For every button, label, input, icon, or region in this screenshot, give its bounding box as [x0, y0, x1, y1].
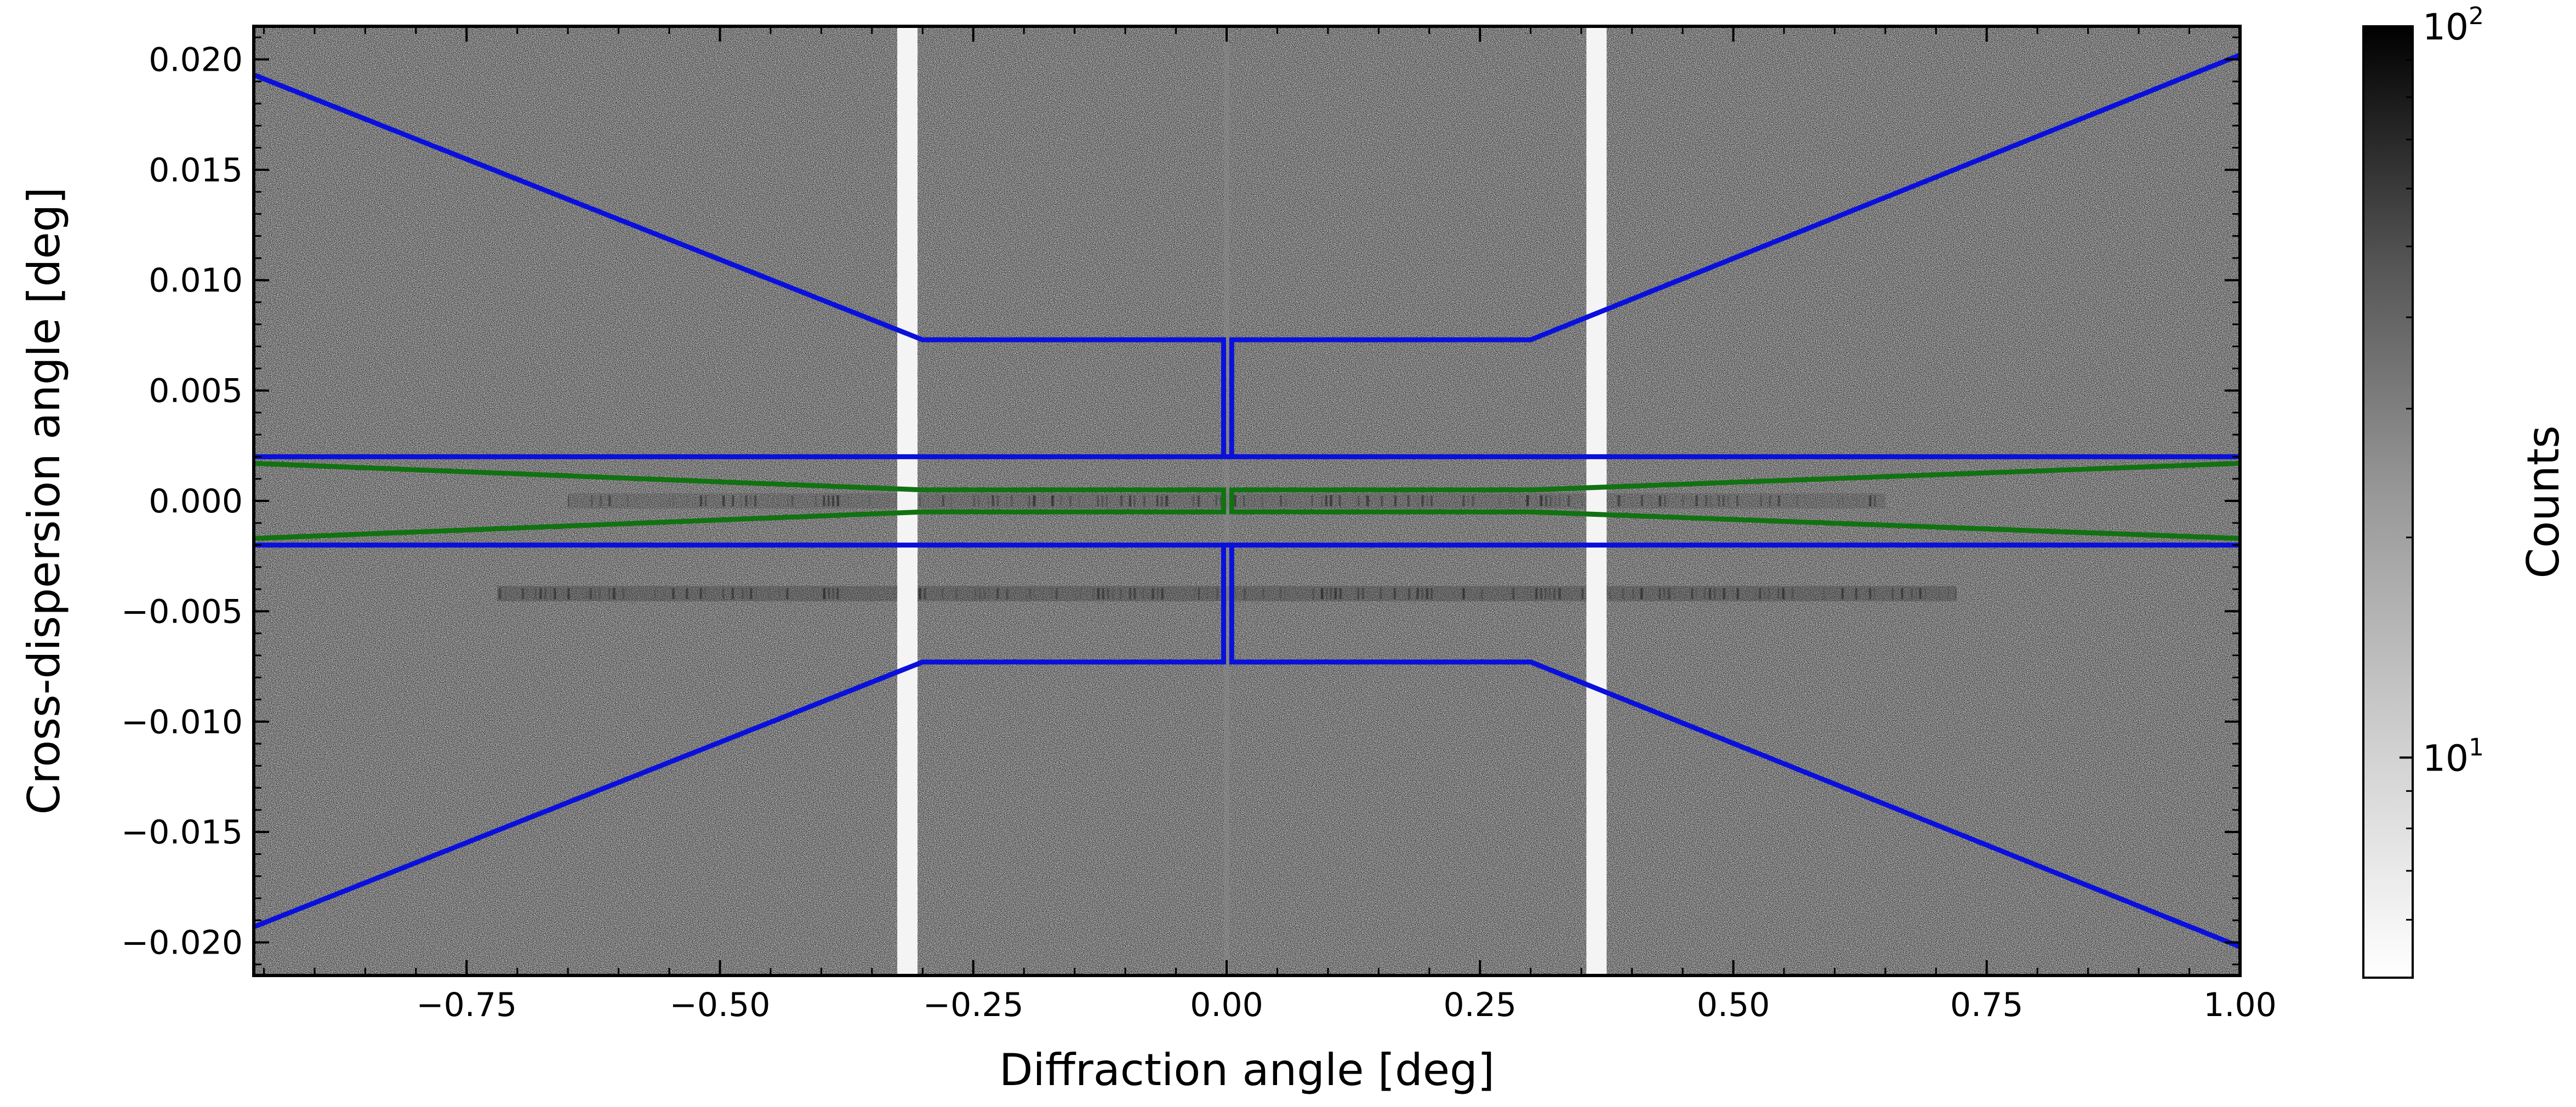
x-axis: −0.75 −0.50 −0.25 0.00 0.25 0.50 0.75 1.00 [416, 26, 2277, 1024]
image-features [497, 26, 1957, 975]
x-tick-label: −0.50 [670, 986, 771, 1024]
source-region-edge [1229, 461, 2240, 501]
background-region-edge [254, 72, 1226, 457]
y-axis-label: Cross-dispersion angle [deg] [19, 187, 70, 814]
colorbar-gradient [2362, 25, 2414, 979]
y-tick-label: −0.020 [121, 924, 243, 962]
x-axis-label: Diffraction angle [deg] [999, 1045, 1495, 1095]
y-tick-label: 0.005 [149, 372, 243, 410]
y-axis: 0.020 0.015 0.010 0.005 0.000 −0.005 −0.010 −0.… [121, 41, 2240, 962]
y-tick-label: 0.000 [149, 482, 243, 521]
x-tick-label: 0.25 [1443, 986, 1517, 1024]
colorbar-tick-label: 101 [2423, 733, 2484, 779]
x-tick-label: 1.00 [2203, 986, 2277, 1024]
colorbar-label: Counts [2518, 425, 2569, 578]
background-region-edge [1229, 53, 2240, 457]
detector-gap [897, 26, 918, 975]
x-tick-label: −0.75 [416, 986, 517, 1024]
y-tick-label: 0.015 [149, 151, 243, 190]
y-tick-label: −0.005 [121, 592, 243, 631]
colorbar: 102 101 Counts [2362, 2, 2569, 979]
colorbar-tick-label: 102 [2423, 2, 2484, 48]
extraction-regions [254, 53, 2240, 949]
x-tick-label: 0.75 [1950, 986, 2024, 1024]
y-tick-label: −0.010 [121, 703, 243, 741]
background-region-edge [1229, 545, 2240, 949]
source-region-edge [1229, 501, 2240, 541]
y-tick-label: 0.020 [149, 41, 243, 79]
zero-order-stripe [1224, 26, 1230, 975]
x-tick-label: −0.25 [923, 986, 1024, 1024]
background-region-edge [254, 545, 1226, 929]
x-tick-label: 0.00 [1190, 986, 1263, 1024]
detector-gap [1586, 26, 1607, 975]
plot-area [254, 26, 2240, 975]
source-region-edge [254, 501, 1226, 541]
source-region-edge [254, 461, 1226, 501]
x-tick-label: 0.50 [1697, 986, 1770, 1024]
y-tick-label: −0.015 [121, 813, 243, 852]
y-tick-label: 0.010 [149, 261, 243, 300]
